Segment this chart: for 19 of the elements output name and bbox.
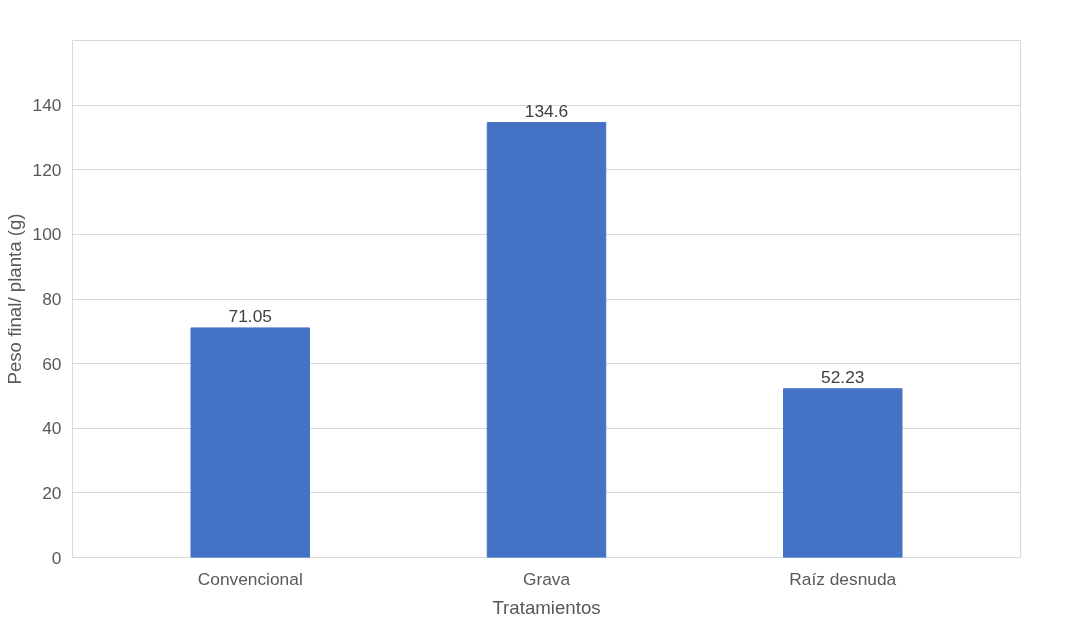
y-tick-label: 0 bbox=[51, 547, 62, 568]
x-tick-label: Convencional bbox=[197, 568, 303, 589]
data-label: 52.23 bbox=[821, 366, 865, 387]
y-tick-label: 40 bbox=[42, 418, 62, 439]
y-tick-label: 100 bbox=[32, 224, 62, 245]
y-tick-label: 140 bbox=[32, 95, 62, 116]
bar bbox=[783, 388, 903, 558]
y-tick-label: 60 bbox=[42, 353, 62, 374]
bar bbox=[486, 122, 607, 558]
data-label: 134.6 bbox=[524, 100, 569, 121]
y-tick-label: 80 bbox=[42, 289, 62, 309]
x-tick-label: Grava bbox=[522, 568, 571, 589]
x-tick-label: Raíz desnuda bbox=[789, 568, 897, 589]
data-label: 71.05 bbox=[228, 305, 272, 326]
bar bbox=[190, 327, 310, 558]
x-axis-title: Tratamientos bbox=[492, 596, 601, 618]
y-tick-label: 120 bbox=[32, 159, 62, 180]
y-tick-label: 20 bbox=[42, 482, 62, 503]
y-axis-title: Peso final/ planta (g) bbox=[3, 213, 25, 385]
